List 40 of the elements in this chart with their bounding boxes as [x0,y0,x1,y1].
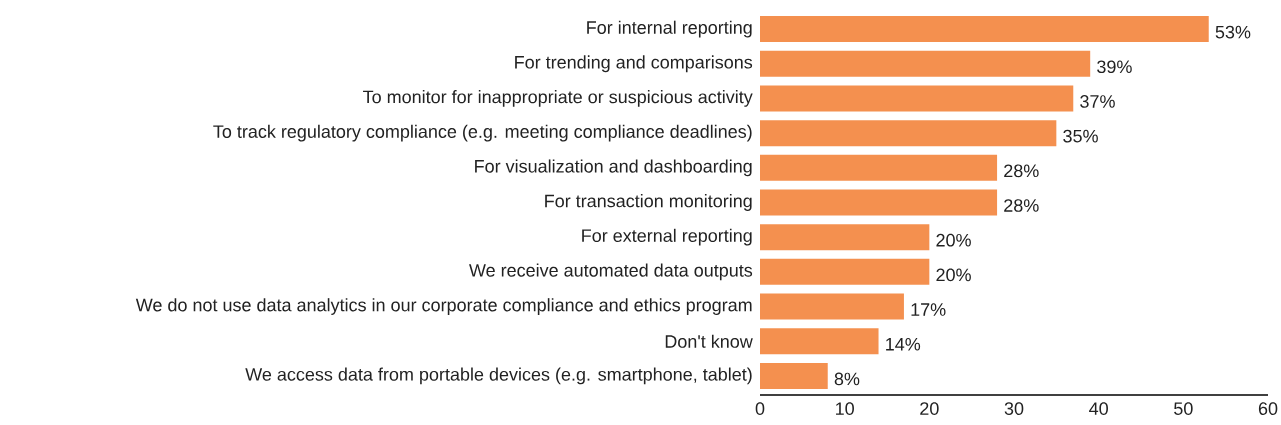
data-label: 39% [1097,60,1132,74]
data-label: 17% [911,303,946,316]
x-tick-label: 40 [1089,402,1108,415]
bar [760,16,1209,43]
data-label: 20% [936,233,971,247]
x-tick-label: 60 [1258,402,1278,415]
bar [760,362,828,389]
bar [760,258,930,285]
x-tick-label: 20 [920,402,939,415]
y-tick-label: For visualization and dashboarding [475,159,752,177]
y-tick-label: For transaction monitoring [545,194,752,211]
bar [760,224,930,251]
bar [760,328,879,355]
y-tick-label: For external reporting [582,228,752,246]
bar [760,189,998,216]
data-label: 28% [1004,199,1039,212]
bar [760,154,998,181]
y-tick-label: We do not use data analytics in our corporate compliance and ethics program [135,298,752,315]
bar [760,85,1074,112]
data-label: 28% [1004,164,1039,178]
bar [760,50,1091,77]
x-tick-label: 0 [755,402,765,415]
data-label: 8% [834,372,860,386]
data-label: 53% [1215,25,1251,39]
y-tick-label: Don't know [665,334,753,348]
bar [760,120,1057,147]
data-label: 35% [1063,129,1098,143]
x-tick-label: 10 [836,402,854,415]
y-tick-label: We access data from portable devices (e.g. smartphone, tablet) [245,367,752,385]
data-label: 20% [936,268,971,282]
y-tick-label: For trending and comparisons [515,55,753,73]
bar [760,293,904,320]
y-tick-label: To track regulatory compliance (e.g. meeting compliance deadlines) [213,124,752,142]
y-tick-label: For internal reporting [587,20,752,38]
x-tick-label: 50 [1174,402,1193,415]
x-tick-label: 30 [1004,402,1024,415]
data-label: 14% [886,337,921,351]
y-tick-label: To monitor for inappropriate or suspicious activity [363,90,753,107]
y-tick-label: We receive automated data outputs [469,263,753,281]
data-label: 37% [1080,95,1115,108]
